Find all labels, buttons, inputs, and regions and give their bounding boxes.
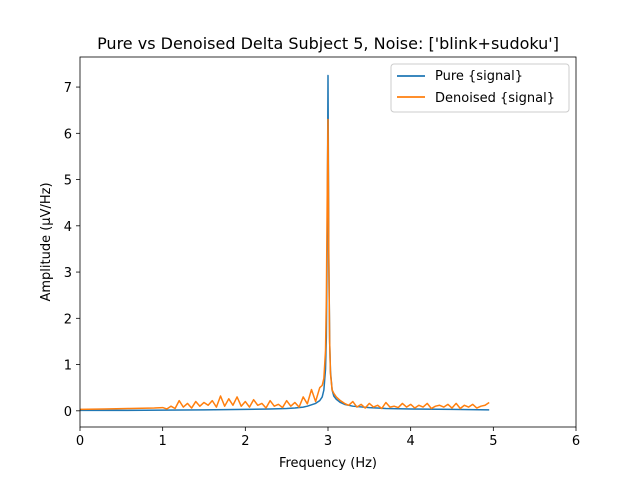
y-tick-label: 4 <box>64 220 72 235</box>
y-tick-label: 6 <box>64 127 72 142</box>
x-tick-label: 6 <box>572 434 580 449</box>
x-tick-label: 1 <box>159 434 167 449</box>
x-tick-label: 2 <box>241 434 249 449</box>
y-tick-label: 2 <box>64 312 72 327</box>
series-layer <box>79 74 490 412</box>
y-tick-label: 1 <box>64 359 72 374</box>
y-tick-label: 0 <box>64 405 72 420</box>
legend-label-denoised: Denoised {signal} <box>435 91 555 106</box>
x-tick-label: 3 <box>324 434 332 449</box>
legend: Pure {signal} Denoised {signal} <box>390 63 570 113</box>
y-axis-label: Amplitude (μV/Hz) <box>39 182 54 301</box>
x-tick-label: 4 <box>407 434 415 449</box>
y-tick-label: 7 <box>64 81 72 96</box>
x-tick-label: 0 <box>76 434 84 449</box>
legend-label-pure: Pure {signal} <box>435 69 523 84</box>
legend-box <box>390 63 570 113</box>
series-line-denoised <box>79 118 490 411</box>
x-tick-label: 5 <box>489 434 497 449</box>
chart-title: Pure vs Denoised Delta Subject 5, Noise:… <box>97 34 559 53</box>
y-tick-label: 3 <box>64 266 72 281</box>
y-tick-label: 5 <box>64 174 72 189</box>
y-axis: 0 1 2 3 4 5 6 7 <box>64 81 80 420</box>
x-axis: 0 1 2 3 4 5 6 <box>76 427 580 449</box>
plot-area <box>79 56 577 428</box>
x-axis-label: Frequency (Hz) <box>279 456 377 471</box>
